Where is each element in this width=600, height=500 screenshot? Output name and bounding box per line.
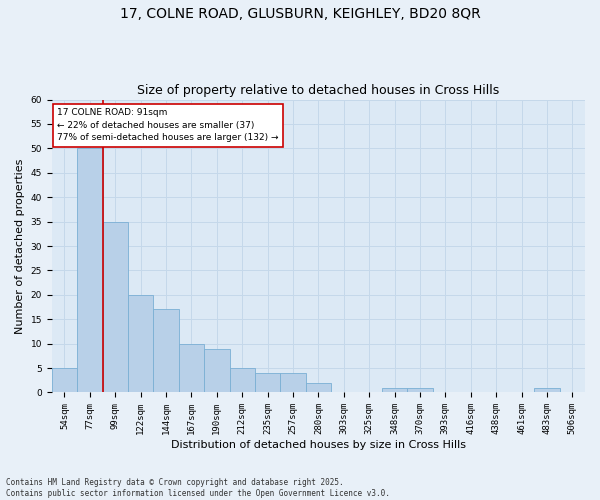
Bar [534,388,560,392]
Text: Contains HM Land Registry data © Crown copyright and database right 2025.
Contai: Contains HM Land Registry data © Crown c… [6,478,390,498]
Bar [407,388,433,392]
Y-axis label: Number of detached properties: Number of detached properties [15,158,25,334]
Bar [305,382,331,392]
Text: 17 COLNE ROAD: 91sqm
← 22% of detached houses are smaller (37)
77% of semi-detac: 17 COLNE ROAD: 91sqm ← 22% of detached h… [57,108,278,142]
Bar [382,388,407,392]
Bar [154,310,179,392]
Title: Size of property relative to detached houses in Cross Hills: Size of property relative to detached ho… [137,84,500,97]
Bar [103,222,128,392]
Bar [204,348,230,393]
Text: 17, COLNE ROAD, GLUSBURN, KEIGHLEY, BD20 8QR: 17, COLNE ROAD, GLUSBURN, KEIGHLEY, BD20… [119,8,481,22]
Bar [128,295,154,392]
Bar [230,368,255,392]
Bar [255,373,280,392]
Bar [280,373,305,392]
X-axis label: Distribution of detached houses by size in Cross Hills: Distribution of detached houses by size … [171,440,466,450]
Bar [77,148,103,392]
Bar [52,368,77,392]
Bar [179,344,204,392]
